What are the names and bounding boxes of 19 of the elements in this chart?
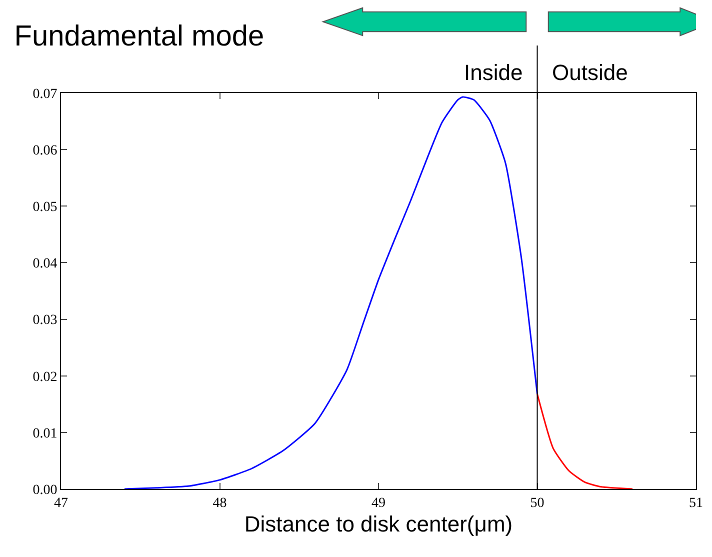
text: Inside — [464, 60, 523, 85]
x-tick-label: 51 — [689, 496, 703, 511]
line-series — [536, 393, 634, 489]
y-tick-label: 0.07 — [32, 86, 58, 102]
y-tick-label: 0.06 — [32, 143, 58, 158]
y-tick-label: 0.02 — [32, 370, 58, 385]
x-axis-title: Distance to disk center(μm) — [244, 512, 513, 537]
y-tick-label: 0.03 — [32, 313, 58, 328]
x-tick-label: 48 — [212, 496, 227, 511]
text: Outside — [552, 60, 628, 85]
y-tick-label: 0.05 — [32, 200, 58, 216]
x-tick-label: 49 — [372, 496, 386, 511]
y-tick-label: 0.00 — [32, 482, 58, 498]
x-tick-label: 47 — [54, 496, 68, 511]
line-series — [124, 96, 538, 489]
x-tick-label: 50 — [530, 496, 544, 511]
y-tick-label: 0.01 — [32, 426, 58, 442]
chart-title: Fundamental mode — [14, 20, 264, 52]
y-tick-label: 0.04 — [32, 256, 58, 272]
